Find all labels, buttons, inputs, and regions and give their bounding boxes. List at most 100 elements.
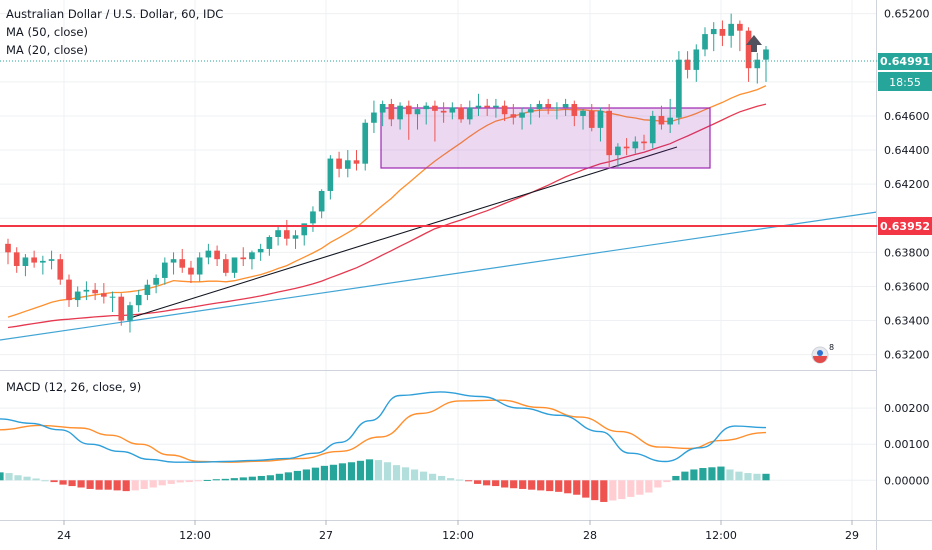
candle xyxy=(632,136,639,154)
candle xyxy=(257,243,264,261)
candle-body xyxy=(362,122,369,164)
macd-title[interactable]: MACD (12, 26, close, 9) xyxy=(6,380,141,394)
price-tick-label: 0.65200 xyxy=(884,8,930,21)
candle-body xyxy=(301,223,308,236)
candle-body xyxy=(606,110,613,156)
candle-body xyxy=(667,117,673,125)
macd-histogram-bar xyxy=(762,473,770,481)
macd-histogram-bar xyxy=(474,480,482,484)
legend-ma50[interactable]: MA (50, close) xyxy=(6,25,88,39)
candle xyxy=(179,248,186,273)
macd-tick-label: 0.00000 xyxy=(884,474,930,487)
candle xyxy=(318,189,325,219)
macd-histogram-bar xyxy=(437,475,446,481)
candle xyxy=(693,44,700,82)
macd-histogram-bar xyxy=(654,480,662,488)
time-axis[interactable]: 24 12:00 27 12:00 28 12:00 29 xyxy=(57,520,859,542)
candle-body xyxy=(702,34,708,50)
macd-histogram-bar xyxy=(374,460,383,481)
candle-body xyxy=(336,158,342,169)
candle xyxy=(13,247,20,273)
candle xyxy=(432,100,438,142)
candle-body xyxy=(501,105,508,115)
candle-body xyxy=(432,105,438,111)
candle-body xyxy=(545,104,552,108)
candle-body xyxy=(22,257,29,266)
candle xyxy=(92,283,98,301)
candle-body xyxy=(353,160,360,164)
candle xyxy=(40,255,46,275)
candle-body xyxy=(92,289,98,294)
macd-histogram-bar xyxy=(383,462,392,481)
candle xyxy=(48,250,55,270)
macd-histogram-bar xyxy=(401,467,410,481)
overlay-lines xyxy=(0,85,878,341)
price-tick-label: 0.64200 xyxy=(884,178,930,191)
time-tick-label: 29 xyxy=(845,529,859,542)
candle xyxy=(728,13,734,48)
macd-histogram-bar xyxy=(645,480,653,493)
candle xyxy=(623,138,630,156)
macd-histogram-bar xyxy=(708,467,716,481)
candle-body xyxy=(588,110,595,128)
candle xyxy=(754,52,761,84)
price-tick-label: 0.63800 xyxy=(884,246,930,259)
time-tick-label: 24 xyxy=(57,529,71,542)
candle xyxy=(588,104,595,132)
candle-body xyxy=(283,230,290,239)
candle xyxy=(580,109,586,130)
candle xyxy=(527,104,534,125)
candle xyxy=(118,293,125,326)
arrow-up-icon[interactable] xyxy=(746,35,762,52)
candle-body xyxy=(449,107,456,113)
price-tick-label: 0.64400 xyxy=(884,144,930,157)
candle xyxy=(205,243,212,265)
candle-body xyxy=(310,211,316,224)
macd-histogram-bar xyxy=(465,480,473,482)
candle-body xyxy=(240,257,247,260)
candle-body xyxy=(632,141,639,149)
candle xyxy=(763,46,769,82)
macd-histogram-bar xyxy=(753,473,761,481)
candle xyxy=(222,254,229,277)
candle xyxy=(266,235,273,256)
candle xyxy=(301,223,308,246)
candle-body xyxy=(763,49,769,60)
candle-body xyxy=(161,262,168,278)
candle-body xyxy=(344,160,351,169)
candle-body xyxy=(737,23,743,31)
macd-histogram-bar xyxy=(455,479,464,481)
macd-tick-label: 0.00100 xyxy=(884,438,930,451)
candle-body xyxy=(493,105,499,108)
candle-body xyxy=(423,105,430,110)
macd-histogram-bar xyxy=(744,473,752,481)
last-price-tag xyxy=(878,53,932,70)
ma50-line xyxy=(7,103,767,329)
ma20-line xyxy=(7,85,767,318)
price-tick-label: 0.63600 xyxy=(884,280,930,293)
macd-line xyxy=(0,391,767,463)
candle-body xyxy=(536,104,543,110)
candle xyxy=(31,250,37,268)
candle-body xyxy=(658,115,665,125)
macd-histogram-bar xyxy=(564,480,572,494)
macd-histogram-bar xyxy=(122,480,130,492)
macd-histogram-bar xyxy=(546,480,554,492)
candle-body xyxy=(275,230,281,238)
macd-histogram-bar xyxy=(113,480,121,491)
time-tick-label: 27 xyxy=(319,529,333,542)
candle-body xyxy=(397,105,403,120)
macd-axis[interactable]: 0.00200 0.00100 0.00000 xyxy=(884,402,930,487)
candle-body xyxy=(684,59,691,70)
candle-body xyxy=(458,107,464,120)
macd-histogram-bar xyxy=(627,480,635,497)
candle-body xyxy=(40,260,46,263)
candle xyxy=(5,238,11,265)
us-flag-icon[interactable]: 8 xyxy=(811,343,834,364)
legend-ma20[interactable]: MA (20, close) xyxy=(6,43,88,57)
candle-body xyxy=(318,190,325,212)
time-tick-label: 12:00 xyxy=(705,529,737,542)
candle xyxy=(362,119,369,171)
candle xyxy=(710,22,717,52)
